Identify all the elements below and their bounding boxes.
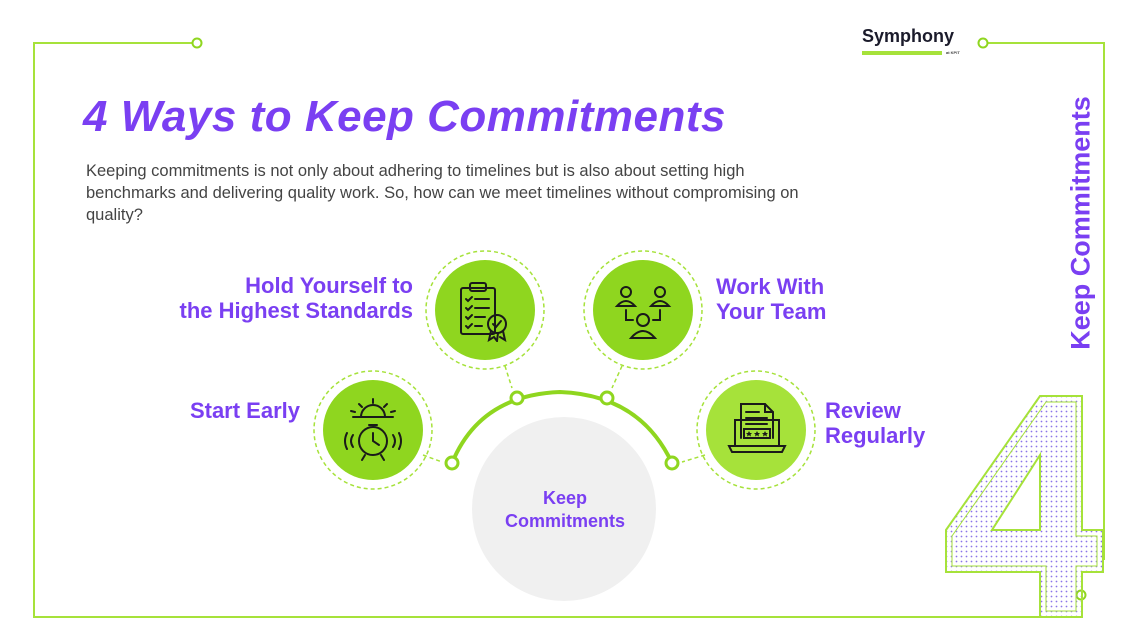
page-title: 4 Ways to Keep Commitments xyxy=(83,92,727,141)
checklist-badge-icon xyxy=(460,282,507,342)
big-number-4 xyxy=(945,395,1104,618)
brand-logo: Symphony xyxy=(862,26,955,46)
label-line: Review xyxy=(825,398,901,423)
label-line: Regularly xyxy=(825,423,926,448)
brand-underline xyxy=(862,51,942,55)
label-work-with-team: Work With Your Team xyxy=(716,274,936,324)
brand-sub: at KPIT xyxy=(946,50,960,55)
alarm-clock-sunrise-icon xyxy=(344,398,402,461)
center-label: Keep Commitments xyxy=(472,487,658,533)
label-review-regularly: Review Regularly xyxy=(825,398,1005,448)
label-line: Hold Yourself to xyxy=(245,273,413,298)
team-icon xyxy=(614,286,672,339)
laptop-document-rating-icon xyxy=(727,403,787,453)
label-line: Your Team xyxy=(716,299,827,324)
label-start-early: Start Early xyxy=(120,398,300,423)
label-line: Start Early xyxy=(189,398,300,423)
center-line-1: Keep xyxy=(542,488,587,508)
label-line: the Highest Standards xyxy=(179,298,413,323)
center-line-2: Commitments xyxy=(504,511,625,531)
big-number-text: 4 xyxy=(1020,600,1021,601)
label-highest-standards: Hold Yourself to the Highest Standards xyxy=(60,273,413,323)
side-label-text: Keep Commitments xyxy=(1065,96,1096,350)
side-label: Keep Commitments xyxy=(1062,58,1100,388)
center-circle xyxy=(472,417,656,601)
intro-text: Keeping commitments is not only about ad… xyxy=(86,162,799,224)
label-line: Work With xyxy=(716,274,825,299)
